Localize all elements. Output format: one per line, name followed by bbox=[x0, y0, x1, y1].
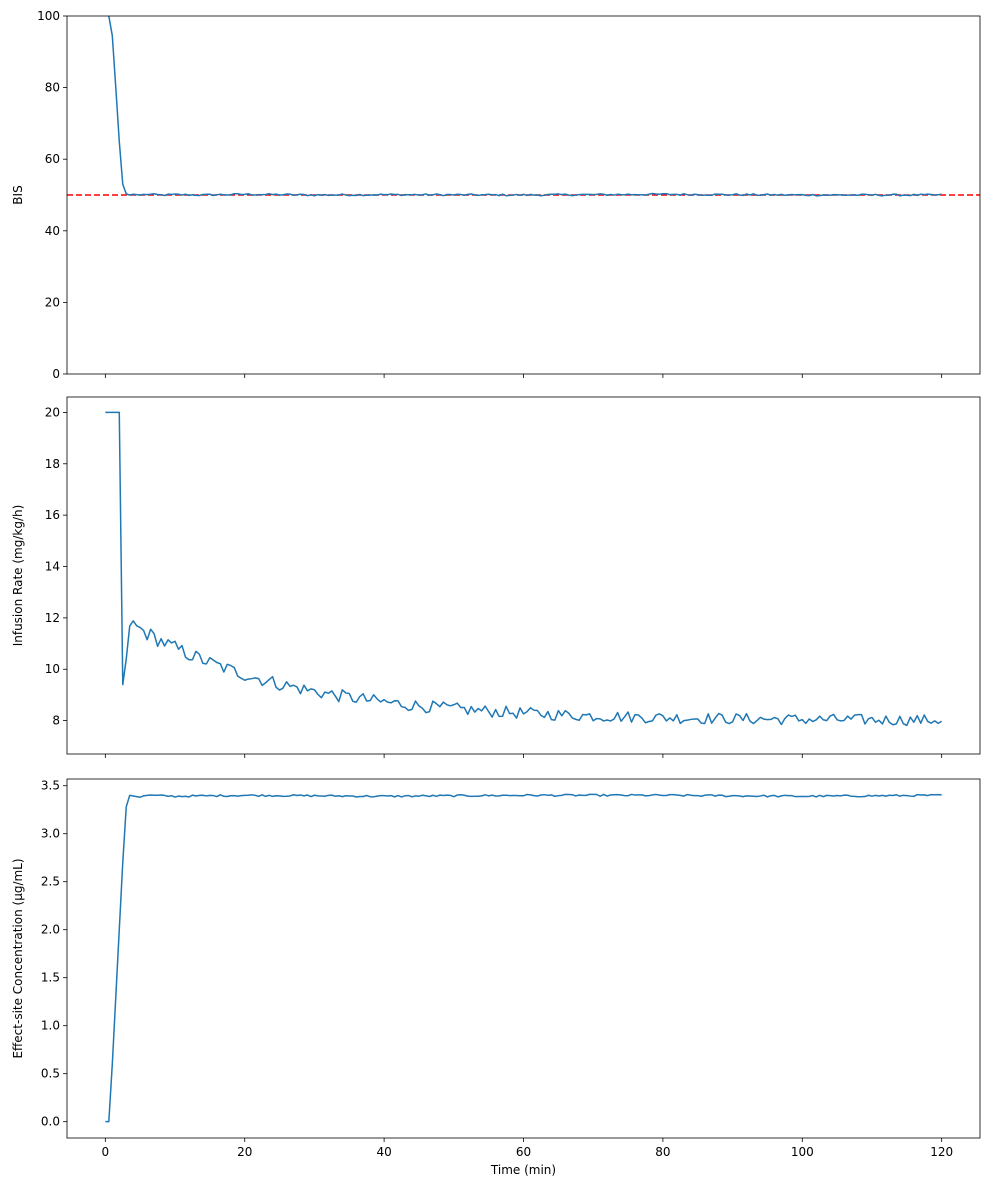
series-line-bis bbox=[107, 16, 942, 197]
y-tick-label: 3.0 bbox=[41, 827, 60, 841]
y-tick-label: 16 bbox=[45, 508, 60, 522]
axes-frame bbox=[66, 396, 981, 755]
y-tick-label: 0 bbox=[52, 367, 60, 381]
y-tick-label: 0.5 bbox=[41, 1067, 60, 1081]
panel-infusion-rate: 8 10 12 14 16 18 20 Infusion Rate (mg/kg/h) bbox=[11, 396, 981, 758]
series-line-infusion-rate bbox=[105, 411, 943, 727]
panel-effect-site-concentration: 0.0 0.5 1.0 1.5 2.0 2.5 3.0 3.5 0 20 40 60 80 100 120 E… bbox=[11, 778, 981, 1177]
y-axis-label: Infusion Rate (mg/kg/h) bbox=[11, 505, 25, 647]
y-tick-label: 3.5 bbox=[41, 779, 60, 793]
y-tick-label: 0.0 bbox=[41, 1115, 60, 1129]
y-axis-label: Effect-site Concentration (μg/mL) bbox=[11, 858, 25, 1058]
panel-bis: 0 20 40 60 80 100 BIS bbox=[11, 9, 981, 381]
y-tick-label: 1.5 bbox=[41, 971, 60, 985]
x-tick-label: 20 bbox=[237, 1145, 252, 1159]
y-tick-label: 20 bbox=[45, 295, 60, 309]
x-tick-label: 120 bbox=[930, 1145, 953, 1159]
y-axis-label: BIS bbox=[11, 185, 25, 204]
x-tick-label: 0 bbox=[102, 1145, 110, 1159]
y-tick-label: 14 bbox=[45, 560, 60, 574]
y-tick-label: 1.0 bbox=[41, 1019, 60, 1033]
y-tick-label: 8 bbox=[52, 714, 60, 728]
y-tick-label: 100 bbox=[37, 9, 60, 23]
x-tick-label: 100 bbox=[791, 1145, 814, 1159]
axes-frame bbox=[66, 15, 981, 375]
y-tick-label: 2.0 bbox=[41, 923, 60, 937]
y-tick-label: 10 bbox=[45, 662, 60, 676]
y-tick-label: 40 bbox=[45, 224, 60, 238]
x-tick-label: 80 bbox=[655, 1145, 670, 1159]
y-tick-label: 20 bbox=[45, 405, 60, 419]
y-tick-label: 2.5 bbox=[41, 875, 60, 889]
y-tick-label: 18 bbox=[45, 457, 60, 471]
series-line-effect-site-concentration bbox=[105, 793, 942, 1123]
x-tick-label: 60 bbox=[516, 1145, 531, 1159]
y-tick-label: 60 bbox=[45, 152, 60, 166]
y-tick-label: 80 bbox=[45, 81, 60, 95]
x-tick-label: 40 bbox=[376, 1145, 391, 1159]
axes-frame bbox=[66, 778, 981, 1139]
x-axis-label: Time (min) bbox=[490, 1163, 556, 1177]
y-tick-label: 12 bbox=[45, 611, 60, 625]
